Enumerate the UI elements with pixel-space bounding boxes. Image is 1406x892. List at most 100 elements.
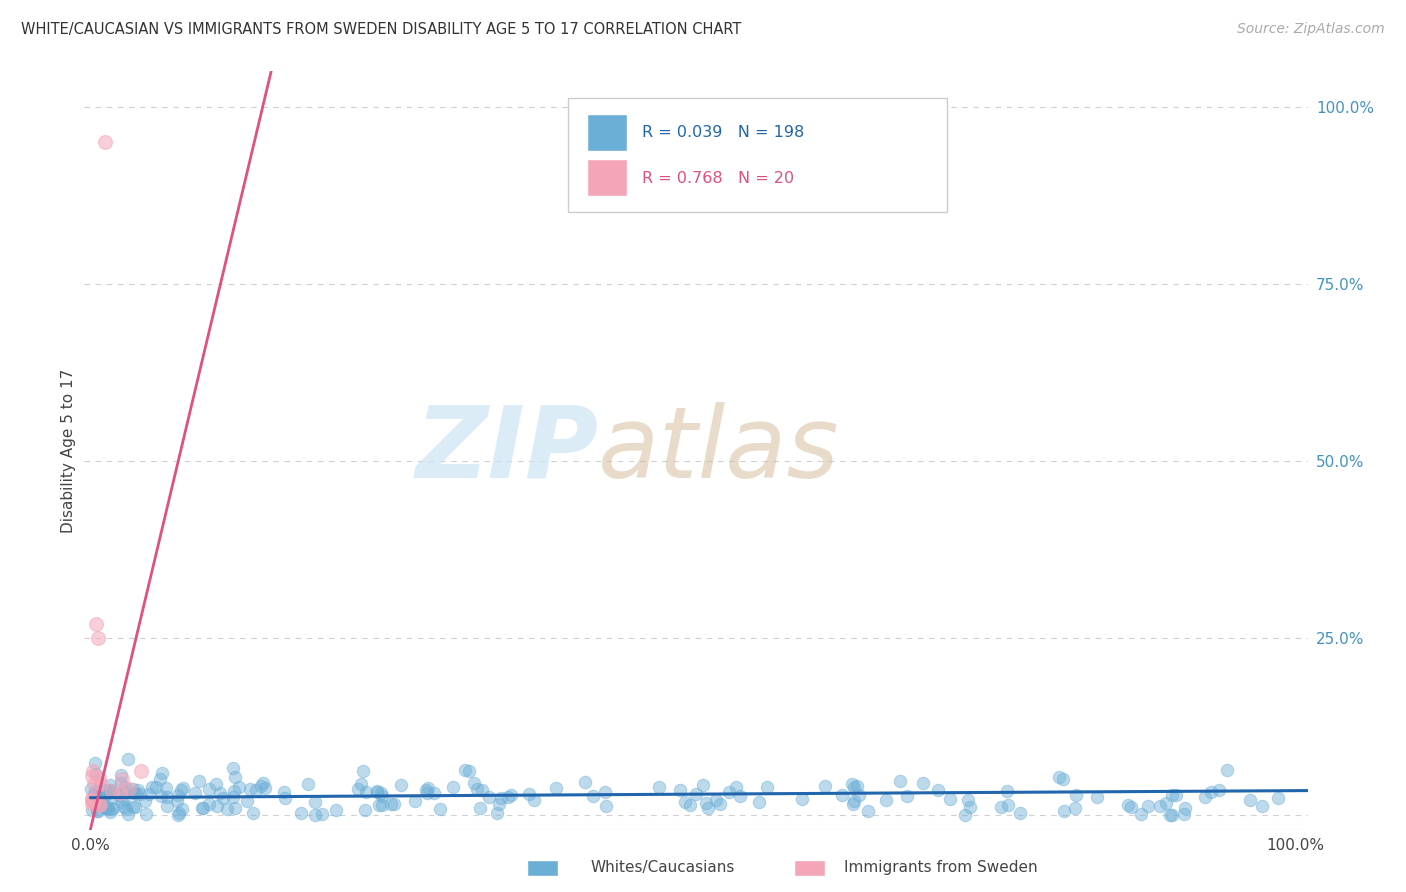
- Point: [1064, 801, 1087, 815]
- Point: [678, 798, 700, 813]
- Point: [118, 782, 141, 797]
- Point: [112, 800, 135, 814]
- Point: [648, 780, 671, 794]
- Point: [108, 786, 131, 800]
- Point: [463, 776, 485, 790]
- Point: [304, 808, 326, 822]
- Point: [368, 797, 391, 812]
- Point: [848, 789, 870, 803]
- Point: [90, 777, 112, 791]
- Point: [896, 789, 918, 804]
- Point: [488, 797, 510, 811]
- Point: [717, 785, 740, 799]
- Point: [156, 799, 179, 814]
- Point: [87, 789, 110, 804]
- Point: [235, 794, 257, 808]
- Point: [371, 789, 394, 804]
- Point: [695, 796, 717, 810]
- Point: [792, 792, 814, 806]
- Point: [486, 806, 509, 821]
- Point: [846, 779, 869, 793]
- Point: [221, 789, 243, 804]
- Point: [82, 764, 104, 779]
- Point: [205, 777, 228, 791]
- Point: [939, 792, 962, 806]
- Point: [249, 779, 271, 793]
- Point: [149, 772, 172, 786]
- Text: ZIP: ZIP: [415, 402, 598, 499]
- Point: [856, 804, 879, 818]
- Point: [115, 802, 138, 816]
- Point: [167, 788, 190, 802]
- Point: [354, 803, 377, 817]
- Point: [422, 786, 444, 800]
- Point: [141, 780, 163, 795]
- Point: [89, 784, 111, 798]
- Point: [517, 787, 540, 801]
- Point: [1052, 772, 1074, 787]
- Point: [1119, 800, 1142, 814]
- Text: WHITE/CAUCASIAN VS IMMIGRANTS FROM SWEDEN DISABILITY AGE 5 TO 17 CORRELATION CHA: WHITE/CAUCASIAN VS IMMIGRANTS FROM SWEDE…: [21, 22, 741, 37]
- Point: [1250, 798, 1272, 813]
- Point: [1085, 790, 1108, 805]
- Point: [366, 783, 388, 797]
- Point: [82, 791, 104, 805]
- Point: [86, 805, 108, 819]
- Point: [704, 792, 727, 806]
- Point: [415, 782, 437, 797]
- Point: [101, 784, 124, 798]
- Point: [956, 793, 979, 807]
- Point: [927, 783, 949, 797]
- Point: [110, 776, 132, 790]
- Point: [98, 785, 121, 799]
- Point: [98, 778, 121, 792]
- Bar: [588, 160, 627, 196]
- Point: [100, 784, 122, 798]
- Point: [228, 780, 250, 794]
- Point: [842, 794, 865, 808]
- Point: [380, 797, 402, 811]
- Point: [82, 794, 104, 808]
- Point: [1116, 798, 1139, 813]
- Point: [110, 768, 132, 782]
- Point: [87, 805, 110, 819]
- Point: [1208, 782, 1230, 797]
- Point: [1053, 804, 1076, 818]
- Point: [128, 787, 150, 801]
- Point: [574, 774, 596, 789]
- Point: [100, 802, 122, 816]
- Point: [94, 801, 117, 815]
- Point: [842, 780, 865, 794]
- Point: [1174, 801, 1197, 815]
- Point: [997, 798, 1019, 813]
- Point: [207, 799, 229, 814]
- Point: [138, 787, 160, 801]
- Point: [98, 805, 121, 820]
- Point: [134, 794, 156, 808]
- Point: [370, 786, 392, 800]
- Text: R = 0.768   N = 20: R = 0.768 N = 20: [643, 170, 794, 186]
- Point: [239, 781, 262, 796]
- Point: [418, 780, 440, 795]
- Point: [83, 795, 105, 809]
- Point: [496, 789, 519, 804]
- Point: [311, 806, 333, 821]
- Point: [1194, 789, 1216, 804]
- Point: [191, 801, 214, 815]
- Point: [1164, 788, 1187, 802]
- Point: [468, 801, 491, 815]
- Point: [354, 785, 377, 799]
- Point: [441, 780, 464, 794]
- Point: [842, 797, 865, 812]
- Point: [170, 802, 193, 816]
- Point: [297, 777, 319, 791]
- Text: Whites/Caucasians: Whites/Caucasians: [591, 860, 735, 874]
- Point: [108, 789, 131, 803]
- Point: [1047, 770, 1070, 784]
- Point: [1199, 785, 1222, 799]
- Point: [80, 769, 103, 783]
- Point: [1215, 764, 1237, 778]
- Point: [89, 791, 111, 805]
- Point: [83, 784, 105, 798]
- Point: [1136, 799, 1159, 814]
